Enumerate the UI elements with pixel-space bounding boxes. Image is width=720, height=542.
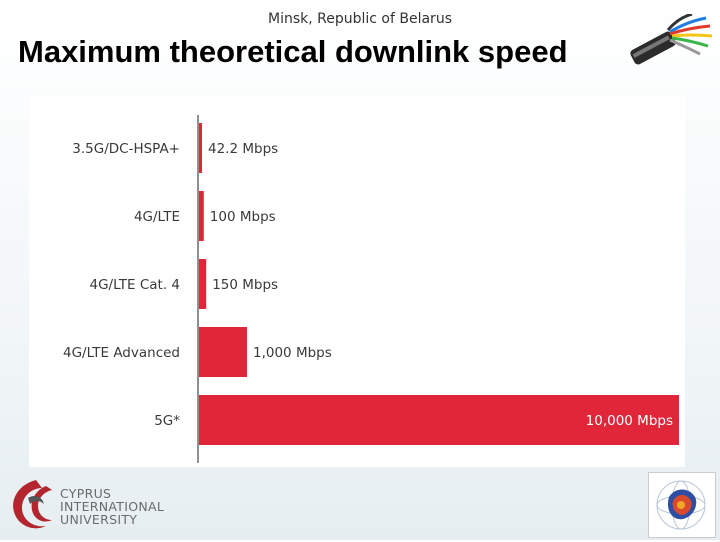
fiber-cable-icon [630, 14, 713, 65]
university-line: CYPRUS [60, 486, 112, 501]
downlink-speed-chart: 3.5G/DC-HSPA+ 42.2 Mbps 4G/LTE 100 Mbps 4G/L… [63, 115, 679, 463]
globe-emblem-icon [656, 480, 706, 530]
chart-panel: 3.5G/DC-HSPA+ 42.2 Mbps 4G/LTE 100 Mbps 4G/L… [29, 95, 685, 467]
bar [199, 259, 207, 309]
university-line: INTERNATIONAL [60, 499, 165, 514]
conference-logo [648, 472, 716, 538]
category-label: 4G/LTE Cat. 4 [90, 277, 181, 293]
category-label: 5G* [154, 413, 180, 429]
bar [199, 327, 247, 377]
header-subtitle: Minsk, Republic of Belarus [268, 11, 452, 27]
university-name: CYPRUS INTERNATIONAL UNIVERSITY [60, 487, 164, 526]
bar [199, 395, 679, 445]
category-label: 4G/LTE [134, 209, 180, 225]
page-title: Maximum theoretical downlink speed [18, 34, 568, 69]
bar [199, 123, 202, 173]
bar [199, 191, 204, 241]
category-label: 4G/LTE Advanced [63, 345, 180, 361]
value-label: 1,000 Mbps [253, 345, 332, 361]
category-label: 3.5G/DC-HSPA+ [72, 141, 180, 157]
value-label: 10,000 Mbps [586, 413, 673, 429]
university-line: UNIVERSITY [60, 512, 138, 527]
value-label: 150 Mbps [212, 277, 278, 293]
university-logo-icon [13, 480, 52, 529]
value-label: 100 Mbps [210, 209, 276, 225]
value-label: 42.2 Mbps [208, 141, 278, 157]
